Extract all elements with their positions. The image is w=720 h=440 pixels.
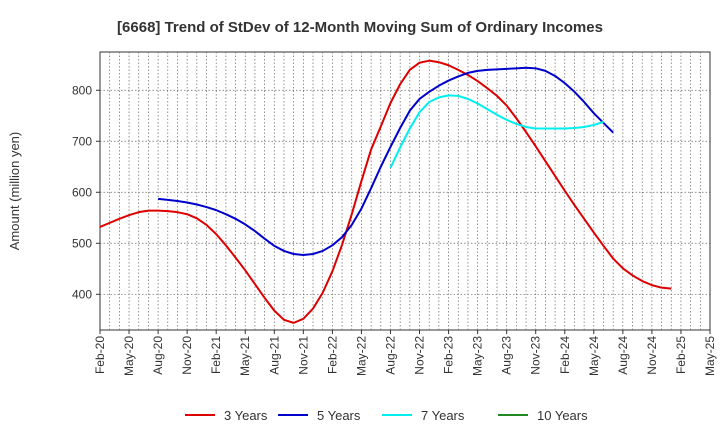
x-axis-ticks: Feb-20 May-20 Aug-20 Nov-20 Feb-21 May-21 Aug-… [93,330,717,376]
x-tick-label: Feb-20 [93,336,107,374]
y-tick-label: 400 [72,287,92,301]
y-tick-label: 600 [72,185,92,199]
x-tick-label: May-21 [238,336,252,376]
x-tick-label: Feb-21 [209,336,223,374]
x-tick-label: May-24 [587,336,601,376]
legend-label-3-years: 3 Years [224,408,268,423]
x-tick-label: Aug-21 [267,336,281,375]
x-tick-label: May-25 [703,336,717,376]
x-tick-label: Feb-23 [442,336,456,374]
x-tick-label: Nov-20 [180,336,194,375]
x-tick-label: May-20 [122,336,136,376]
plot-area [99,51,711,331]
series-lines [99,59,672,324]
legend: 3 Years 5 Years 7 Years 10 Years [185,408,588,423]
x-tick-label: Aug-22 [383,336,397,375]
legend-label-5-years: 5 Years [317,408,361,423]
x-tick-label: Aug-24 [616,336,630,375]
series-line-3-years [99,59,672,324]
x-tick-label: Aug-20 [151,336,165,375]
x-tick-label: Nov-24 [645,336,659,375]
x-tick-label: May-23 [471,336,485,376]
x-tick-label: Nov-22 [413,336,427,375]
x-tick-label: Nov-21 [296,336,310,375]
x-tick-label: Feb-25 [674,336,688,374]
chart-title: [6668] Trend of StDev of 12-Month Moving… [117,19,603,36]
x-tick-label: May-22 [354,336,368,376]
series-line-5-years [157,66,614,257]
legend-label-7-years: 7 Years [421,408,465,423]
series-line-7-years [389,94,604,169]
y-axis-label: Amount (million yen) [7,132,22,251]
x-tick-label: Nov-23 [529,336,543,375]
y-axis-ticks: 400 500 600 700 800 [72,83,100,301]
x-tick-label: Feb-24 [558,336,572,374]
x-tick-label: Aug-23 [500,336,514,375]
legend-label-10-years: 10 Years [537,408,588,423]
y-tick-label: 700 [72,134,92,148]
y-tick-label: 500 [72,236,92,250]
y-tick-label: 800 [72,83,92,97]
x-tick-label: Feb-22 [325,336,339,374]
